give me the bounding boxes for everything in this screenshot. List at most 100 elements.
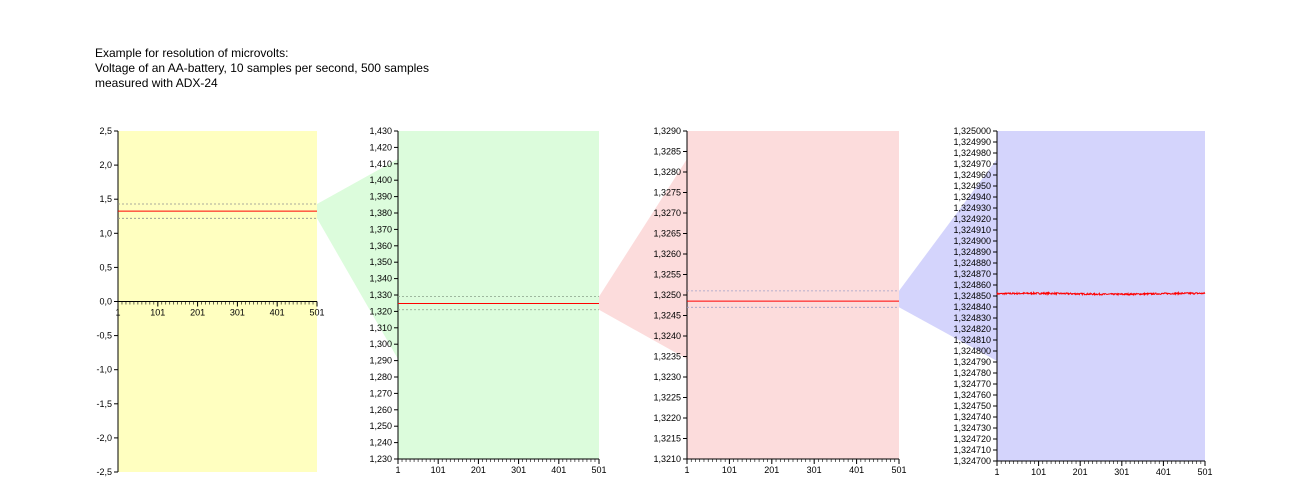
y-tick-label: 1,410: [369, 159, 392, 169]
x-tick-label: 201: [1073, 467, 1088, 477]
y-tick-label: 1,0: [99, 228, 112, 238]
x-tick-label: 301: [230, 308, 245, 318]
y-tick-label: 1,270: [369, 388, 392, 398]
x-tick-label: 1: [395, 465, 400, 475]
y-tick-label: 1,370: [369, 224, 392, 234]
y-tick-label: 1,260: [369, 405, 392, 415]
y-tick-label: 1,324710: [953, 445, 991, 455]
y-tick-label: 1,324840: [953, 302, 991, 312]
y-tick-label: 1,3275: [653, 188, 681, 198]
y-tick-label: 1,280: [369, 372, 392, 382]
y-tick-label: 1,325000: [953, 126, 991, 136]
x-tick-label: 301: [511, 465, 526, 475]
y-tick-label: 1,324790: [953, 357, 991, 367]
y-tick-label: 1,290: [369, 356, 392, 366]
y-tick-label: 1,324820: [953, 324, 991, 334]
y-tick-label: 1,400: [369, 175, 392, 185]
x-tick-label: 201: [764, 465, 779, 475]
x-tick-label: 501: [891, 465, 906, 475]
y-tick-label: 1,324830: [953, 313, 991, 323]
y-tick-label: 1,324720: [953, 434, 991, 444]
y-tick-label: 1,3215: [653, 434, 681, 444]
y-tick-label: 1,330: [369, 290, 392, 300]
x-tick-label: 401: [270, 308, 285, 318]
y-tick-label: 1,3240: [653, 331, 681, 341]
y-tick-label: 1,3265: [653, 229, 681, 239]
y-tick-label: 1,3260: [653, 249, 681, 259]
y-tick-label: 1,3210: [653, 454, 681, 464]
y-tick-label: 1,310: [369, 323, 392, 333]
x-tick-label: 1: [115, 308, 120, 318]
y-tick-label: 1,324810: [953, 335, 991, 345]
x-tick-label: 201: [471, 465, 486, 475]
y-tick-label: 1,324950: [953, 181, 991, 191]
plot-area-3: [687, 131, 899, 459]
y-tick-label: 1,324900: [953, 236, 991, 246]
y-tick-label: 1,230: [369, 454, 392, 464]
y-tick-label: 1,3290: [653, 126, 681, 136]
y-tick-label: 1,324770: [953, 379, 991, 389]
y-tick-label: 1,324730: [953, 423, 991, 433]
y-tick-label: 1,324750: [953, 401, 991, 411]
y-tick-label: 1,5: [99, 194, 112, 204]
x-tick-label: 1: [994, 467, 999, 477]
x-tick-label: 1: [684, 465, 689, 475]
y-tick-label: 0,5: [99, 262, 112, 272]
y-tick-label: 1,420: [369, 142, 392, 152]
y-tick-label: 1,324780: [953, 368, 991, 378]
x-tick-label: 501: [591, 465, 606, 475]
y-tick-label: 1,3235: [653, 352, 681, 362]
y-tick-label: 1,324860: [953, 280, 991, 290]
x-tick-label: 201: [190, 308, 205, 318]
y-tick-label: 1,3285: [653, 147, 681, 157]
y-tick-label: 1,324920: [953, 214, 991, 224]
zoom-connector-3: [899, 159, 997, 361]
y-tick-label: -2,5: [96, 467, 112, 477]
y-tick-label: 2,5: [99, 126, 112, 136]
y-tick-label: 1,320: [369, 306, 392, 316]
y-tick-label: 1,324800: [953, 346, 991, 356]
y-tick-label: 1,240: [369, 438, 392, 448]
y-tick-label: 1,324960: [953, 170, 991, 180]
y-tick-label: 1,324970: [953, 159, 991, 169]
y-tick-label: 1,3255: [653, 270, 681, 280]
y-tick-label: -0,5: [96, 331, 112, 341]
y-tick-label: 1,360: [369, 241, 392, 251]
x-tick-label: 401: [1156, 467, 1171, 477]
x-tick-label: 101: [722, 465, 737, 475]
y-tick-label: 1,3280: [653, 167, 681, 177]
x-tick-label: 301: [807, 465, 822, 475]
series-line-4: [996, 290, 1206, 297]
x-tick-label: 101: [431, 465, 446, 475]
x-tick-label: 501: [309, 308, 324, 318]
y-tick-label: 1,324990: [953, 137, 991, 147]
y-tick-label: 1,3225: [653, 393, 681, 403]
y-tick-label: 1,324930: [953, 203, 991, 213]
y-tick-label: -2,0: [96, 433, 112, 443]
title-line-2: Voltage of an AA-battery, 10 samples per…: [95, 61, 429, 75]
y-tick-label: 1,324740: [953, 412, 991, 422]
y-tick-label: 2,0: [99, 160, 112, 170]
y-tick-label: 1,390: [369, 192, 392, 202]
y-tick-label: 1,3270: [653, 208, 681, 218]
y-tick-label: 1,3250: [653, 290, 681, 300]
y-tick-label: 1,250: [369, 421, 392, 431]
title-line-1: Example for resolution of microvolts:: [95, 46, 289, 60]
y-tick-label: 1,324760: [953, 390, 991, 400]
y-tick-label: 1,324850: [953, 291, 991, 301]
y-tick-label: -1,5: [96, 399, 112, 409]
y-tick-label: 1,300: [369, 339, 392, 349]
y-tick-label: 1,340: [369, 274, 392, 284]
y-tick-label: 1,324910: [953, 225, 991, 235]
plot-area-2: [398, 131, 599, 459]
y-tick-label: 0,0: [99, 297, 112, 307]
y-tick-label: -1,0: [96, 365, 112, 375]
title-line-3: measured with ADX-24: [95, 76, 218, 90]
y-tick-label: 1,3245: [653, 311, 681, 321]
y-tick-label: 1,350: [369, 257, 392, 267]
y-tick-label: 1,324700: [953, 456, 991, 466]
y-tick-label: 1,324980: [953, 148, 991, 158]
zoom-connector-1: [317, 159, 398, 359]
